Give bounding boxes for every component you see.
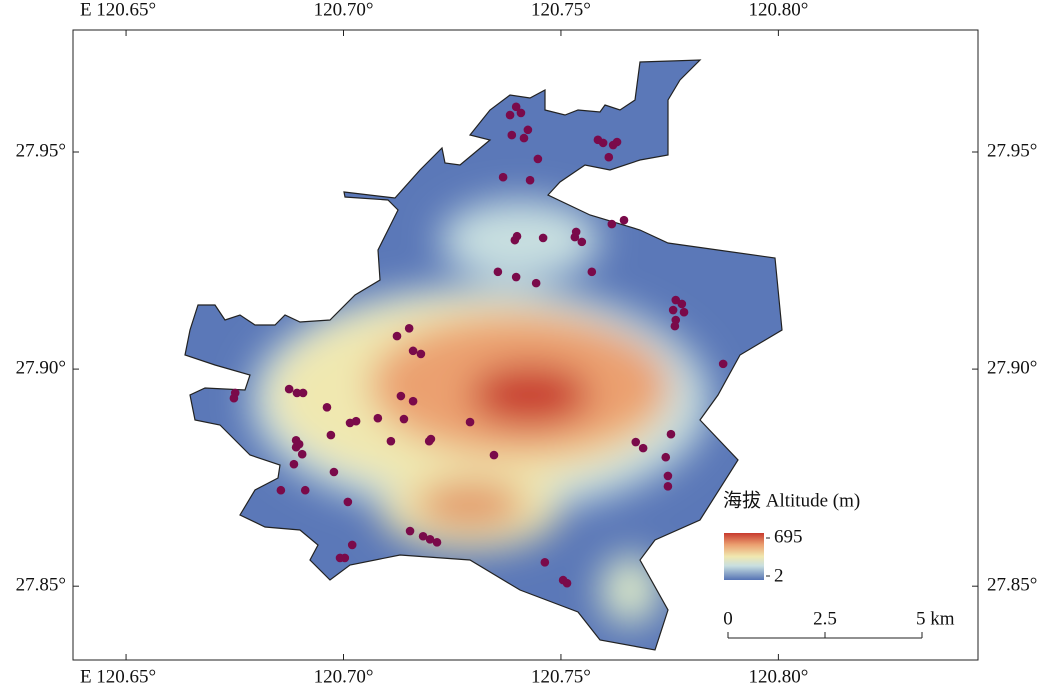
y-tick-label: 27.85° — [16, 575, 66, 596]
legend-title: 海拔 Altitude (m) — [723, 489, 860, 511]
scale-label: 0 — [723, 608, 733, 629]
sample-point — [408, 346, 418, 356]
sample-point — [570, 232, 580, 242]
sample-point — [392, 331, 402, 341]
sample-point — [663, 482, 673, 491]
sample-point — [511, 102, 521, 112]
sample-point — [507, 130, 517, 140]
sample-point — [347, 540, 357, 550]
sample-point — [661, 452, 671, 462]
sample-point — [416, 349, 426, 359]
x-tick-label: 120.70° — [314, 666, 374, 687]
sample-point — [297, 449, 307, 459]
sample-point — [505, 110, 515, 120]
sample-point — [638, 443, 648, 453]
sample-point — [322, 403, 332, 412]
sample-point — [619, 215, 629, 225]
sample-point — [631, 437, 641, 447]
sample-point — [373, 413, 383, 423]
sample-point — [562, 578, 572, 588]
frame — [72, 29, 979, 661]
x-tick-label: 120.80° — [748, 0, 808, 20]
y-tick-label: 27.95° — [16, 140, 66, 161]
y-tick-label: 27.90° — [987, 357, 1037, 378]
sample-point — [229, 393, 239, 403]
sample-point — [405, 526, 415, 536]
x-tick-label: 120.70° — [314, 0, 374, 20]
sample-point — [523, 125, 533, 135]
legend-bar — [724, 533, 764, 580]
sample-point — [677, 299, 687, 309]
elevation — [185, 60, 782, 650]
sample-point — [668, 305, 678, 315]
sample-point — [679, 307, 689, 317]
scale-label: 5 km — [916, 608, 955, 629]
sample-point — [516, 108, 526, 118]
sample-point — [666, 429, 676, 439]
sample-point — [289, 459, 299, 469]
sample-point — [425, 534, 435, 544]
y-tick-label: 27.85° — [987, 575, 1037, 596]
sample-point — [386, 436, 396, 446]
sample-point — [396, 391, 406, 401]
scale-label: 2.5 — [813, 608, 837, 629]
sample-point — [604, 152, 614, 162]
legend-max: 695 — [774, 526, 803, 547]
sample-point — [670, 321, 680, 331]
sample-point — [335, 553, 345, 563]
sample-point — [351, 416, 361, 426]
sample-point — [298, 388, 308, 398]
sample-point — [538, 233, 548, 243]
x-tick-label: E 120.65° — [80, 0, 156, 20]
sample-point — [525, 175, 535, 185]
sample-point — [326, 430, 336, 440]
sample-point — [465, 417, 475, 427]
sample-point — [577, 237, 587, 247]
sample-point — [408, 396, 418, 406]
sample-point — [663, 471, 673, 481]
y-tick-label: 27.90° — [16, 357, 66, 378]
x-tick-label: 120.80° — [748, 666, 808, 687]
sample-point — [284, 384, 294, 394]
sample-point — [671, 295, 681, 305]
sample-point — [418, 531, 428, 541]
sample-point — [493, 267, 503, 277]
sample-point — [399, 414, 409, 424]
sample-point — [511, 272, 521, 282]
sample-point — [300, 485, 310, 495]
sample-point — [424, 436, 434, 446]
sample-point — [432, 538, 442, 547]
sample-point — [489, 450, 499, 460]
x-tick-label: E 120.65° — [80, 666, 156, 687]
y-tick-label: 27.95° — [987, 140, 1037, 161]
sample-point — [498, 172, 508, 182]
x-tick-label: 120.75° — [531, 666, 591, 687]
sample-point — [291, 442, 301, 452]
sample-point — [292, 388, 302, 398]
sample-point — [343, 497, 353, 507]
legend-min: 2 — [774, 565, 784, 586]
sample-point — [608, 140, 618, 150]
sample-point — [587, 267, 597, 277]
x-tick-label: 120.75° — [531, 0, 591, 20]
sample-point — [519, 133, 529, 143]
sample-point — [718, 359, 728, 369]
sample-point — [510, 235, 520, 245]
sample-point — [540, 558, 550, 567]
sample-point — [533, 154, 543, 164]
sample-point — [276, 485, 286, 495]
sample-point — [598, 138, 608, 148]
sample-point — [404, 323, 414, 333]
sample-point — [329, 467, 339, 477]
sample-point — [607, 219, 617, 229]
sample-point — [531, 278, 541, 288]
